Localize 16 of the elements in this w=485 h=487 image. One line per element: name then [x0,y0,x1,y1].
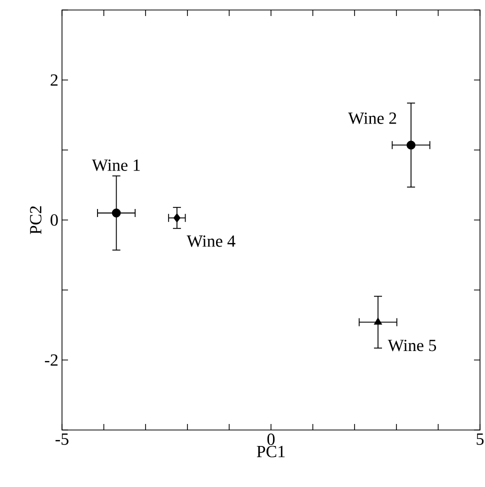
y-tick-label: 0 [50,214,58,226]
y-tick-label: 2 [50,74,58,86]
point [406,140,416,150]
series-label: Wine 4 [186,235,236,247]
x-tick-label: 5 [476,434,484,445]
text: Wine 1 [92,159,140,171]
x-tick-label: -5 [56,434,68,445]
series-label: Wine 5 [388,340,436,352]
y-tick-label: -2 [44,354,58,366]
point [374,318,382,325]
series-label: Wine 2 [348,112,396,124]
point [112,208,121,218]
point [174,213,180,222]
x-tick-label: 0 [267,434,275,446]
y-axis-title: PC2 [30,206,42,234]
x-axis-title: PC1 [256,446,285,458]
